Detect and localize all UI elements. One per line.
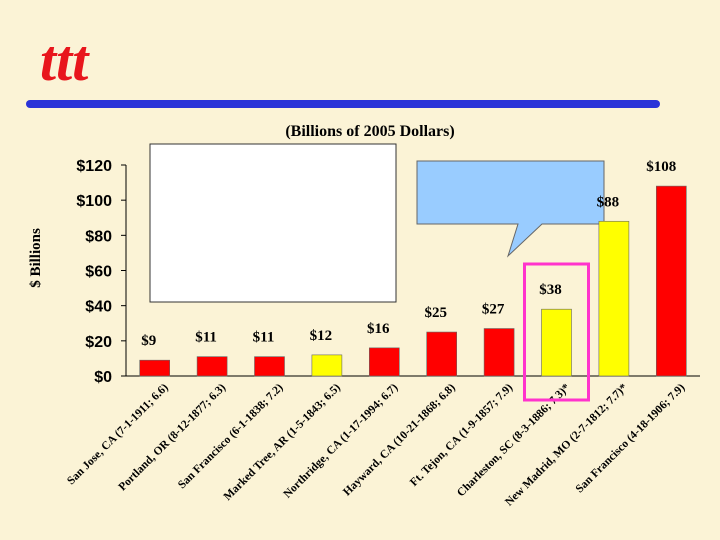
value-labels: $9 $11 $11 $12 $16 $25 $27 $38 $88 $108 — [141, 159, 676, 349]
bar — [311, 354, 343, 377]
x-tick-label: Northridge, CA (1-17-1994; 6.7) — [281, 382, 400, 501]
y-tick-label: $20 — [85, 334, 112, 351]
blank-text-box — [149, 143, 397, 303]
data-label: $38 — [539, 282, 562, 298]
x-tick-label: San Jose, CA (7-1-1911; 6.6) — [65, 382, 171, 488]
y-tick-label: $40 — [85, 299, 112, 316]
y-ticks: $0 $20 $40 $60 $80 $100 $120 — [76, 158, 126, 386]
x-tick-label: Portland, OR (8-12-1877; 6.3) — [117, 382, 229, 494]
bar — [483, 328, 515, 377]
bar — [254, 356, 285, 377]
logo-text: ttt — [40, 28, 90, 93]
y-axis-label: $ Billions — [28, 228, 44, 288]
data-label: $12 — [310, 328, 333, 344]
data-label: $11 — [195, 330, 217, 346]
x-tick-labels: San Jose, CA (7-1-1911; 6.6)Portland, OR… — [65, 381, 687, 508]
y-tick-label: $100 — [76, 193, 112, 210]
x-tick-label: San Francisco (4-18-1906; 7.9) — [574, 382, 688, 496]
x-tick-label: Marked Tree, AR (1-5-1843; 6.5) — [222, 382, 344, 504]
y-tick-label: $80 — [85, 228, 112, 245]
x-tick-label: Hayward, CA (10-21-1868; 6.8) — [341, 382, 458, 499]
data-label: $88 — [597, 194, 620, 210]
bar — [368, 347, 400, 377]
x-tick-label: San Francisco (6-1-1838; 7.2) — [176, 382, 286, 492]
data-label: $16 — [367, 321, 390, 337]
highlight-box — [523, 262, 590, 402]
bar — [655, 185, 687, 377]
data-label: $9 — [141, 333, 156, 349]
y-tick-label: $60 — [85, 264, 112, 281]
bar — [426, 331, 458, 377]
bar — [541, 308, 572, 377]
data-label: $11 — [253, 330, 275, 346]
logo: ttt — [40, 28, 90, 93]
x-tick-label: Ft. Tejon, CA (1-9-1857; 7.9) — [408, 382, 515, 489]
y-tick-label: $0 — [94, 369, 112, 386]
bars — [139, 185, 687, 377]
callout-bubble — [416, 160, 605, 258]
chart-title: (Billions of 2005 Dollars) — [285, 123, 454, 140]
data-label: $25 — [424, 305, 447, 321]
bar — [598, 220, 630, 377]
bar — [196, 356, 228, 377]
bar — [139, 359, 170, 377]
data-label: $27 — [482, 302, 505, 318]
data-label: $108 — [646, 159, 676, 175]
y-tick-label: $120 — [76, 158, 112, 175]
